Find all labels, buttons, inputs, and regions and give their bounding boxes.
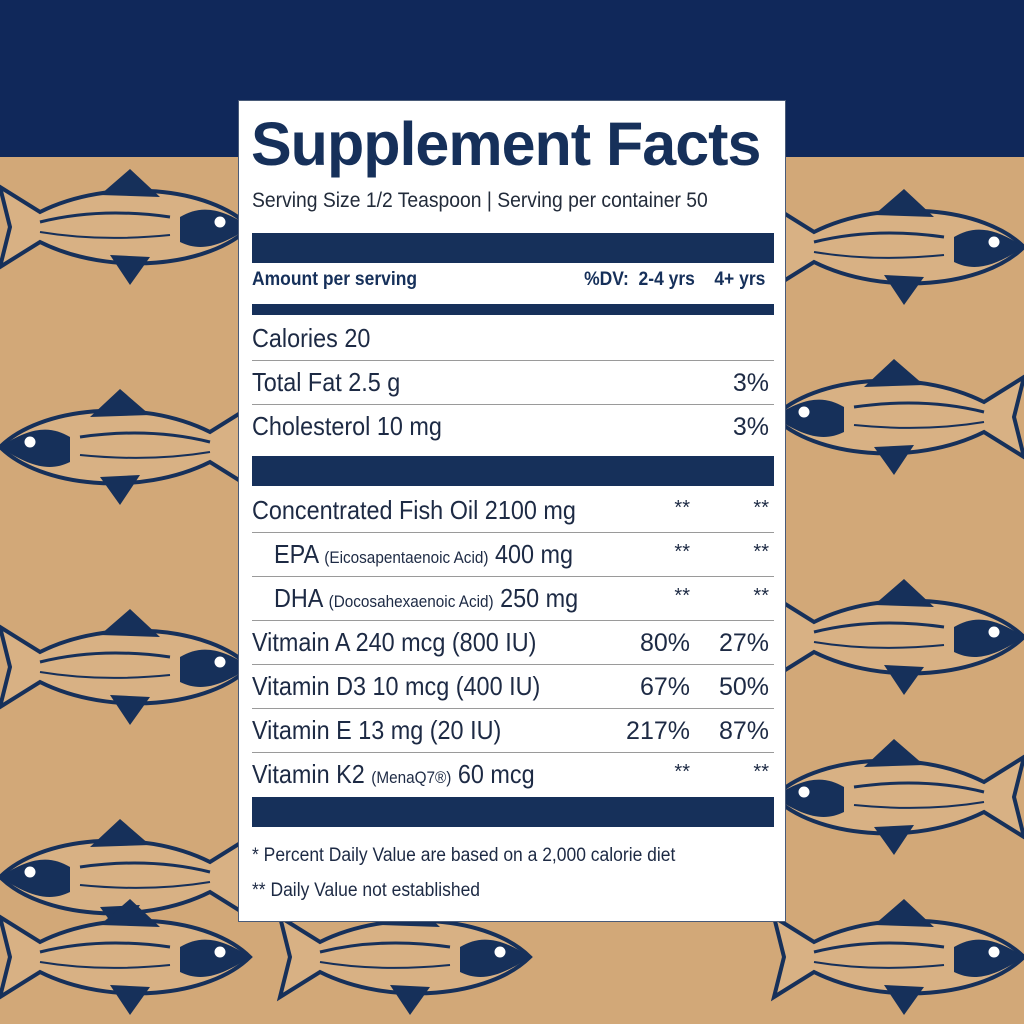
dv-columns-label: %DV: 2-4 yrs 4+ yrs	[584, 269, 766, 290]
dv-4-plus-yrs: 50%	[718, 673, 769, 701]
nutrient-label: EPA (Eicosapentaenoic Acid) 400 mg	[274, 539, 574, 569]
dv-4-plus-yrs: 87%	[718, 717, 769, 745]
nutrient-row: DHA (Docosahexaenoic Acid) 250 mg ** **	[252, 577, 774, 621]
dv-2-4-yrs: **	[674, 497, 690, 519]
dv-2-4-yrs: 80%	[639, 629, 690, 657]
table-header: Amount per serving %DV: 2-4 yrs 4+ yrs	[252, 269, 765, 291]
label-title: Supplement Facts	[251, 110, 761, 178]
nutrient-row: Vitamin D3 10 mcg (400 IU) 67% 50%	[252, 665, 774, 709]
divider-bar	[252, 304, 774, 315]
dv-2-4-yrs: **	[674, 761, 690, 783]
fish-illustration	[770, 579, 1024, 695]
dv-4-plus-yrs: 3%	[732, 413, 769, 441]
footnote: * Percent Daily Value are based on a 2,0…	[252, 845, 676, 866]
fish-illustration	[770, 899, 1024, 1015]
fish-illustration	[0, 389, 254, 505]
dv-4-plus-yrs: **	[753, 541, 769, 563]
nutrient-row: Vitamin E 13 mg (20 IU) 217% 87%	[252, 709, 774, 753]
serving-info: Serving Size 1/2 Teaspoon | Serving per …	[252, 189, 708, 212]
fish-illustration	[0, 169, 253, 285]
nutrient-row: EPA (Eicosapentaenoic Acid) 400 mg ** **	[252, 533, 774, 577]
dv-4-plus-yrs: 27%	[718, 629, 769, 657]
nutrient-label: Vitmain A 240 mcg (800 IU)	[252, 627, 537, 657]
fish-illustration	[771, 739, 1024, 855]
divider-bar	[252, 456, 774, 486]
dv-4-plus-yrs: 3%	[732, 369, 769, 397]
nutrient-row: Cholesterol 10 mg 3%	[252, 405, 774, 448]
divider-bar	[252, 797, 774, 827]
nutrient-label: Cholesterol 10 mg	[252, 411, 442, 441]
dv-4-plus-yrs: **	[753, 761, 769, 783]
dv-2-4-yrs: 217%	[626, 717, 690, 745]
fish-illustration	[0, 609, 253, 725]
fish-illustration	[0, 899, 253, 1015]
nutrient-label: Vitamin D3 10 mcg (400 IU)	[252, 671, 541, 701]
nutrient-row: Vitmain A 240 mcg (800 IU) 80% 27%	[252, 621, 774, 665]
nutrient-label: Vitamin E 13 mg (20 IU)	[252, 715, 502, 745]
nutrient-row: Total Fat 2.5 g 3%	[252, 361, 774, 405]
amount-per-serving-label: Amount per serving	[252, 269, 418, 290]
dv-4-plus-yrs: **	[753, 497, 769, 519]
supplement-facts-panel: Supplement Facts Serving Size 1/2 Teaspo…	[238, 100, 786, 922]
nutrient-label: DHA (Docosahexaenoic Acid) 250 mg	[274, 583, 579, 613]
nutrient-row: Concentrated Fish Oil 2100 mg ** **	[252, 489, 774, 533]
fish-pattern-background	[0, 169, 1024, 1015]
nutrient-row: Vitamin K2 (MenaQ7®) 60 mcg ** **	[252, 753, 774, 796]
nutrient-label: Calories 20	[252, 323, 371, 353]
fish-illustration	[770, 189, 1024, 305]
nutrient-label: Total Fat 2.5 g	[252, 367, 401, 397]
dv-2-4-yrs: 67%	[639, 673, 690, 701]
nutrient-row: Calories 20	[252, 317, 774, 361]
dv-4-plus-yrs: **	[753, 585, 769, 607]
dv-2-4-yrs: **	[674, 585, 690, 607]
footnote: ** Daily Value not established	[252, 880, 481, 901]
fish-illustration	[771, 359, 1024, 475]
divider-bar	[252, 233, 774, 263]
nutrient-label: Vitamin K2 (MenaQ7®) 60 mcg	[252, 759, 535, 789]
nutrient-label: Concentrated Fish Oil 2100 mg	[252, 495, 576, 525]
fish-illustration	[276, 899, 533, 1015]
dv-2-4-yrs: **	[674, 541, 690, 563]
